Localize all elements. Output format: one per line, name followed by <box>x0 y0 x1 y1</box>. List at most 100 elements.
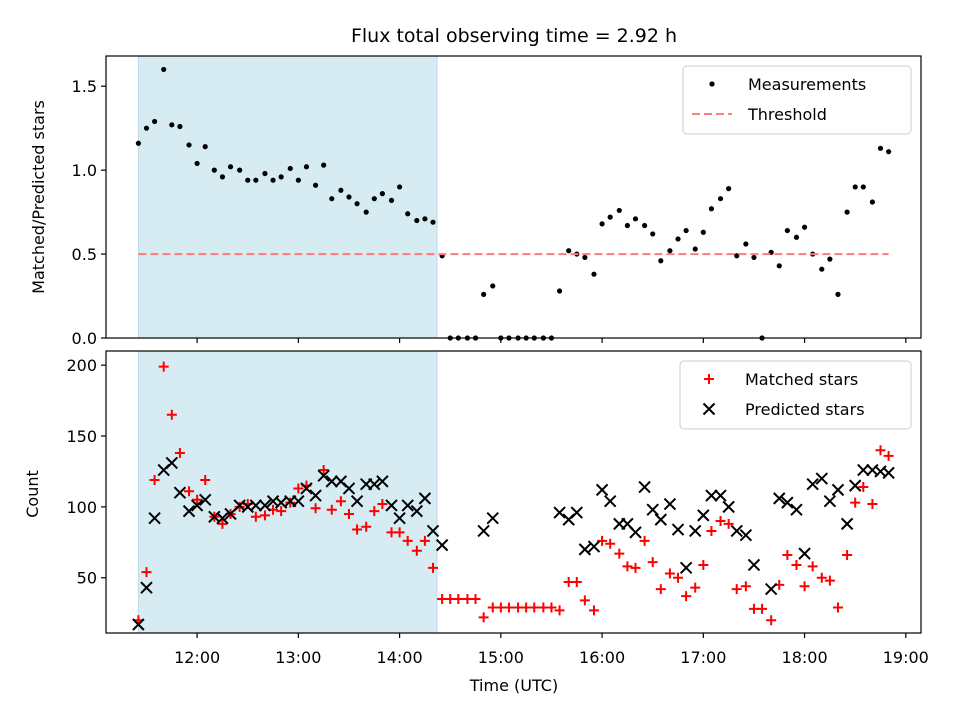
top-panel: 0.0 0.5 1.0 1.5 Measurements Threshold <box>72 55 922 348</box>
bottom-series-matched-stars-point <box>394 527 405 538</box>
bottom-x-tick-label: 13:00 <box>275 648 321 667</box>
bottom-series-predicted-stars-point <box>477 524 490 538</box>
bottom-series-matched-stars-point <box>200 474 211 485</box>
bottom-y-tick-label: 150 <box>66 427 97 446</box>
bottom-shaded-span <box>137 350 438 634</box>
bottom-series-matched-stars-point <box>715 516 726 527</box>
top-series-measurements-point <box>675 236 681 242</box>
bottom-series-matched-stars-point <box>706 525 717 536</box>
bottom-x-tick-label: 18:00 <box>782 648 828 667</box>
top-legend: Measurements Threshold <box>682 65 912 135</box>
bottom-series-matched-stars-point <box>766 615 777 626</box>
top-series-measurements-point <box>338 187 344 193</box>
bottom-series-matched-stars-point <box>842 550 853 561</box>
bottom-series-predicted-stars-point <box>857 463 870 477</box>
bottom-series-predicted-stars-point <box>587 540 601 553</box>
top-series-measurements-point <box>784 227 790 234</box>
bottom-series-predicted-stars-point <box>722 500 735 514</box>
top-series-measurements-point <box>303 164 310 170</box>
bottom-series-predicted-stars-point <box>798 547 811 560</box>
bottom-y-tick-label: 100 <box>66 498 97 517</box>
bottom-series-matched-stars-point <box>588 605 599 616</box>
top-legend-label: Measurements <box>748 75 866 94</box>
top-series-measurements-point <box>237 167 243 173</box>
top-series-measurements-point <box>692 246 698 252</box>
top-series-measurements-point <box>616 207 622 214</box>
top-series-measurements-point <box>253 177 259 183</box>
top-series-measurements-point <box>776 263 782 269</box>
top-y-tick-label: 1.5 <box>72 77 97 96</box>
top-axes-frame <box>105 55 922 339</box>
bottom-series-matched-stars-point <box>655 584 666 595</box>
bottom-series-matched-stars-point <box>664 568 675 579</box>
bottom-series-matched-stars-point <box>740 581 751 592</box>
bottom-series-matched-stars-point <box>807 561 818 572</box>
bottom-series-predicted-stars-point <box>148 512 161 525</box>
bottom-y-tick-label: 200 <box>66 356 97 375</box>
bottom-series-predicted-stars-point <box>393 512 406 525</box>
bottom-legend-marker-swatch <box>702 402 716 416</box>
bottom-series-matched-stars-point <box>690 582 701 593</box>
bottom-legend-box <box>679 360 912 430</box>
bottom-series-matched-stars-point <box>335 496 346 507</box>
top-series-measurements-point <box>717 196 724 202</box>
bottom-series-matched-stars-point <box>318 465 329 476</box>
bottom-series-predicted-stars-point <box>629 526 642 539</box>
bottom-series-predicted-stars-point <box>182 504 196 518</box>
bottom-series-matched-stars-point <box>503 602 514 613</box>
top-series-measurements-point <box>607 214 613 220</box>
bottom-series-matched-stars-point <box>673 572 684 583</box>
bottom-series-matched-stars-point <box>799 581 810 592</box>
bottom-series-matched-stars-point <box>731 584 742 595</box>
top-series-measurements-point <box>819 266 825 272</box>
bottom-series-predicted-stars-point <box>570 506 583 519</box>
top-series-measurements-point <box>708 206 715 212</box>
bottom-y-tick-label: 50 <box>77 569 97 588</box>
bottom-series-predicted-stars-point <box>654 513 668 526</box>
bottom-series-matched-stars-point <box>141 567 152 578</box>
bottom-series-predicted-stars-point <box>216 512 229 525</box>
bottom-series-matched-stars-point <box>478 612 489 623</box>
top-series-measurements-point <box>388 197 395 203</box>
bottom-series-matched-stars-point <box>681 591 692 602</box>
top-series-measurements-point <box>869 199 876 205</box>
top-series-measurements-point <box>161 66 167 73</box>
top-series-measurements-point <box>658 258 664 264</box>
bottom-series-matched-stars-point <box>529 602 540 613</box>
bottom-series-matched-stars-point <box>352 524 363 535</box>
bottom-series-predicted-stars-point <box>410 504 424 518</box>
bottom-series-predicted-stars-point <box>385 499 398 512</box>
bottom-series-matched-stars-point <box>402 535 413 546</box>
bottom-series-predicted-stars-point <box>831 483 845 497</box>
top-series-measurements-point <box>700 229 706 235</box>
top-series-measurements-point <box>135 140 141 146</box>
bottom-series-matched-stars-point <box>217 518 228 529</box>
bottom-series-predicted-stars-point <box>638 480 651 494</box>
bottom-series-matched-stars-point <box>546 602 557 613</box>
bottom-series-predicted-stars-point <box>730 524 743 538</box>
top-series-measurements-point <box>481 291 487 297</box>
top-series-measurements-point <box>582 254 588 261</box>
top-legend-label: Threshold <box>747 105 827 124</box>
bottom-series-matched-stars-point <box>622 561 633 572</box>
bottom-x-tick-label: 15:00 <box>478 648 524 667</box>
bottom-series-predicted-stars-point <box>435 538 449 552</box>
bottom-series-matched-stars-point <box>832 602 843 613</box>
top-shaded-span <box>137 55 438 339</box>
top-series-measurements-point <box>835 291 841 297</box>
bottom-series-predicted-stars-point <box>773 492 786 505</box>
bottom-axes-frame <box>105 350 922 634</box>
bottom-series-matched-stars-point <box>369 506 380 517</box>
bottom-x-tick-label: 19:00 <box>883 648 929 667</box>
bottom-series-predicted-stars-point <box>714 489 727 502</box>
top-y-axis-title: Matched/Predicted stars <box>29 100 48 294</box>
top-y-tick-label: 1.0 <box>72 161 97 180</box>
bottom-series-predicted-stars-point <box>426 524 440 538</box>
bottom-series-predicted-stars-point <box>603 495 617 508</box>
bottom-series-predicted-stars-point <box>679 561 693 575</box>
top-series-measurements-point <box>886 149 892 155</box>
bottom-series-matched-stars-point <box>630 562 641 573</box>
top-series-measurements-point <box>312 182 319 188</box>
bottom-series-predicted-stars-point <box>689 524 702 538</box>
top-series-measurements-point <box>422 216 428 222</box>
